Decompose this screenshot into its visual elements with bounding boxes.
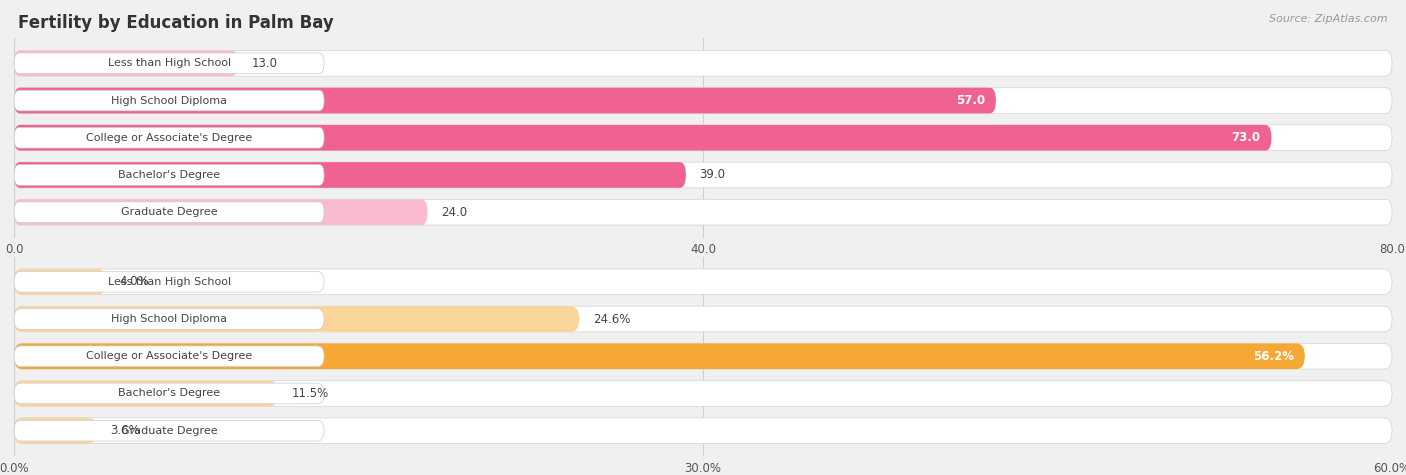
FancyBboxPatch shape [14,50,238,76]
FancyBboxPatch shape [14,309,325,329]
FancyBboxPatch shape [14,343,1392,369]
FancyBboxPatch shape [14,165,325,185]
Text: High School Diploma: High School Diploma [111,314,228,324]
Text: 3.6%: 3.6% [111,424,141,437]
FancyBboxPatch shape [14,269,105,294]
FancyBboxPatch shape [14,200,427,225]
Text: Graduate Degree: Graduate Degree [121,207,218,217]
FancyBboxPatch shape [14,200,1392,225]
Text: 4.0%: 4.0% [120,276,149,288]
Text: 73.0: 73.0 [1232,131,1260,144]
Text: Bachelor's Degree: Bachelor's Degree [118,170,221,180]
FancyBboxPatch shape [14,90,325,111]
Text: 24.6%: 24.6% [593,313,630,325]
Text: 57.0: 57.0 [956,94,984,107]
Text: Source: ZipAtlas.com: Source: ZipAtlas.com [1270,14,1388,24]
FancyBboxPatch shape [14,202,325,222]
FancyBboxPatch shape [14,269,1392,294]
FancyBboxPatch shape [14,162,686,188]
FancyBboxPatch shape [14,418,97,444]
FancyBboxPatch shape [14,306,579,332]
FancyBboxPatch shape [14,88,995,114]
FancyBboxPatch shape [14,380,1392,406]
Text: Less than High School: Less than High School [107,58,231,68]
FancyBboxPatch shape [14,272,325,292]
Text: 24.0: 24.0 [441,206,467,219]
FancyBboxPatch shape [14,127,325,148]
Text: Less than High School: Less than High School [107,277,231,287]
FancyBboxPatch shape [14,380,278,406]
Text: College or Associate's Degree: College or Associate's Degree [86,351,252,361]
FancyBboxPatch shape [14,125,1271,151]
FancyBboxPatch shape [14,162,1392,188]
Text: College or Associate's Degree: College or Associate's Degree [86,133,252,143]
FancyBboxPatch shape [14,88,1392,114]
Text: 11.5%: 11.5% [292,387,329,400]
Text: Graduate Degree: Graduate Degree [121,426,218,436]
Text: Bachelor's Degree: Bachelor's Degree [118,389,221,399]
Text: 13.0: 13.0 [252,57,278,70]
Text: High School Diploma: High School Diploma [111,95,228,105]
FancyBboxPatch shape [14,418,1392,444]
FancyBboxPatch shape [14,125,1392,151]
Text: 56.2%: 56.2% [1253,350,1294,363]
Text: Fertility by Education in Palm Bay: Fertility by Education in Palm Bay [18,14,335,32]
FancyBboxPatch shape [14,53,325,74]
FancyBboxPatch shape [14,383,325,404]
FancyBboxPatch shape [14,306,1392,332]
FancyBboxPatch shape [14,420,325,441]
FancyBboxPatch shape [14,343,1305,369]
FancyBboxPatch shape [14,346,325,367]
Text: 39.0: 39.0 [700,169,725,181]
FancyBboxPatch shape [14,50,1392,76]
